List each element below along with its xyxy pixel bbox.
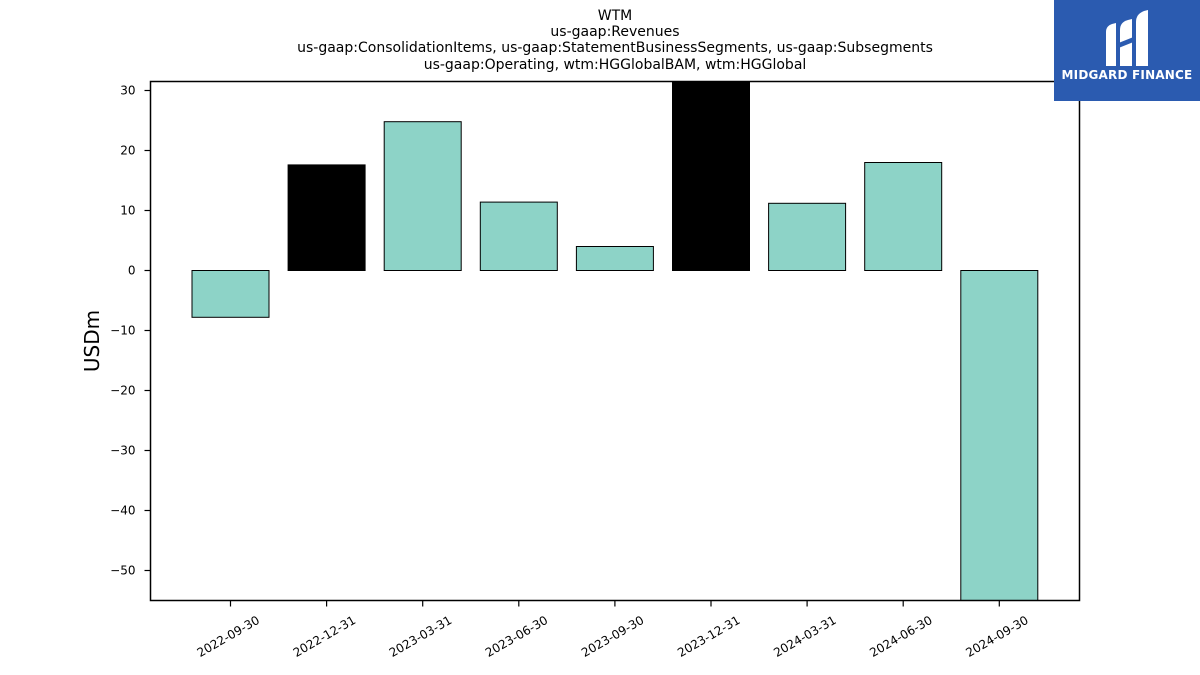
bar-2022-12-31 bbox=[287, 164, 366, 271]
chart-title-line-3: us-gaap:ConsolidationItems, us-gaap:Stat… bbox=[297, 40, 933, 56]
x-tick-label: 2024-09-30 bbox=[963, 613, 1030, 660]
chart-title-line-1: WTM bbox=[598, 8, 632, 24]
chart-title-line-4: us-gaap:Operating, wtm:HGGlobalBAM, wtm:… bbox=[424, 57, 807, 73]
x-tick-label: 2022-09-30 bbox=[195, 613, 262, 660]
x-tick-label: 2024-06-30 bbox=[867, 613, 934, 660]
y-axis-ticks: 30 20 10 0 −10 −20 −30 −40 −50 bbox=[110, 84, 151, 578]
x-tick-label: 2023-12-31 bbox=[675, 613, 742, 660]
bar-2023-06-30 bbox=[479, 201, 558, 272]
bars-group bbox=[191, 81, 1039, 601]
x-axis-ticks: 2022-09-30 2022-12-31 2023-03-31 2023-06-30… bbox=[195, 600, 1031, 660]
y-tick-label: −50 bbox=[110, 564, 135, 578]
y-axis-label: USDm bbox=[80, 310, 104, 372]
plot-area-frame bbox=[149, 80, 1081, 602]
bar-2023-03-31 bbox=[383, 121, 462, 271]
y-tick-label: 20 bbox=[120, 144, 135, 158]
chart-title-line-2: us-gaap:Revenues bbox=[550, 24, 679, 40]
y-tick-label: −30 bbox=[110, 444, 135, 458]
y-tick-label: −20 bbox=[110, 384, 135, 398]
y-tick-label: 30 bbox=[120, 84, 135, 98]
bar-2024-03-31 bbox=[768, 202, 847, 271]
bar-2023-12-31 bbox=[672, 81, 750, 271]
x-tick-label: 2022-12-31 bbox=[291, 613, 358, 660]
y-tick-label: −10 bbox=[110, 324, 135, 338]
midgard-logo-icon bbox=[1106, 10, 1148, 66]
x-tick-label: 2024-03-31 bbox=[771, 613, 838, 660]
logo-text: MIDGARD FINANCE bbox=[1061, 68, 1193, 82]
bar-2024-09-30 bbox=[960, 270, 1039, 601]
y-tick-label: 10 bbox=[120, 204, 135, 218]
bar-2023-09-30 bbox=[575, 246, 654, 271]
y-tick-label: −40 bbox=[110, 504, 135, 518]
y-tick-label: 0 bbox=[128, 264, 136, 278]
x-tick-label: 2023-03-31 bbox=[387, 613, 454, 660]
x-tick-label: 2023-09-30 bbox=[579, 613, 646, 660]
midgard-finance-logo: MIDGARD FINANCE bbox=[1054, 0, 1200, 101]
bar-2022-09-30 bbox=[191, 270, 270, 318]
x-tick-label: 2023-06-30 bbox=[483, 613, 550, 660]
bar-2024-06-30 bbox=[864, 162, 943, 271]
chart-title: WTM us-gaap:Revenues us-gaap:Consolidati… bbox=[297, 8, 933, 73]
